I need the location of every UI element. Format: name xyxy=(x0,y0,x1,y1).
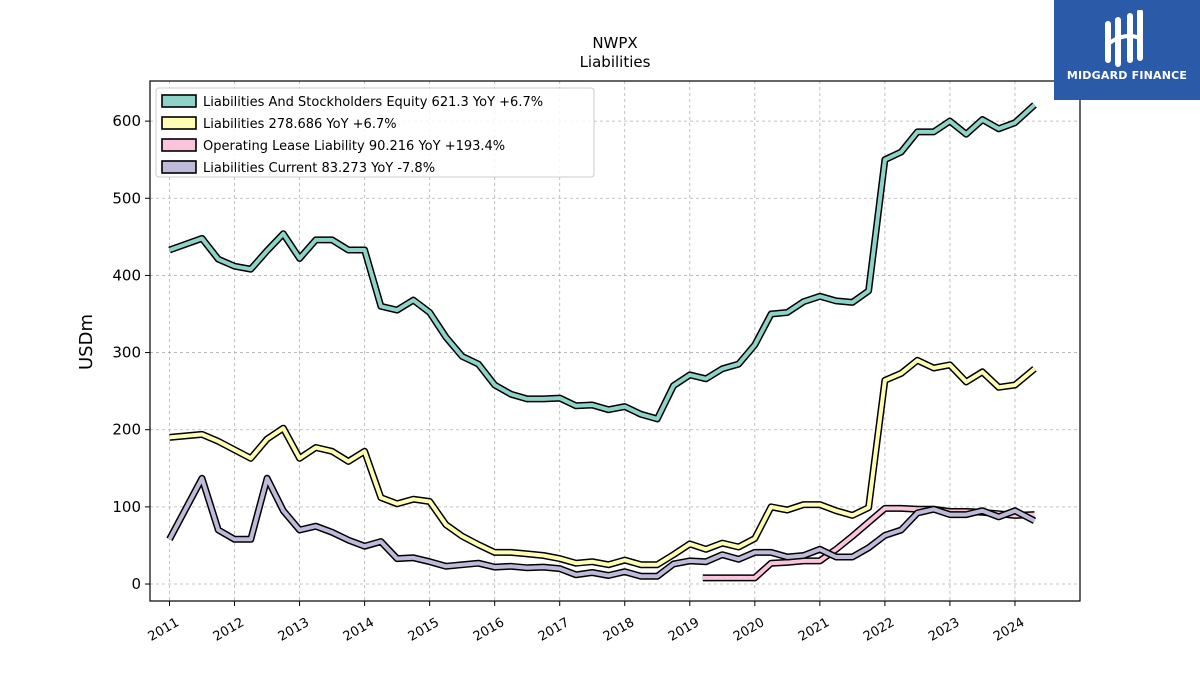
x-tick-label: 2014 xyxy=(341,615,377,645)
series-line-core xyxy=(167,476,1036,579)
x-tick-label: 2019 xyxy=(666,615,702,645)
legend-label: Operating Lease Liability 90.216 YoY +19… xyxy=(203,139,505,154)
legend-swatch xyxy=(161,138,197,152)
series-line-outline xyxy=(169,356,1037,569)
y-tick-label: 200 xyxy=(112,421,141,439)
legend-swatch xyxy=(161,160,197,174)
series-line-0 xyxy=(168,102,1037,423)
x-tick-label: 2021 xyxy=(796,615,832,645)
x-tick-label: 2020 xyxy=(731,615,767,645)
legend-swatch xyxy=(161,94,197,108)
series-line-core xyxy=(168,103,1036,421)
y-tick-label: 0 xyxy=(131,575,141,593)
legend-box xyxy=(155,87,595,178)
series-line-core xyxy=(169,358,1036,567)
y-tick-label: 500 xyxy=(112,189,141,207)
legend-label: Liabilities Current 83.273 YoY -7.8% xyxy=(203,161,435,176)
x-tick-label: 2022 xyxy=(861,615,897,645)
legend-label: Liabilities 278.686 YoY +6.7% xyxy=(203,117,397,132)
series-line-3 xyxy=(166,474,1037,580)
y-axis-label: USDm xyxy=(76,314,97,370)
plot-area-frame xyxy=(149,80,1081,602)
chart-subtitle: Liabilities xyxy=(580,53,651,71)
y-tick-label: 100 xyxy=(112,498,141,516)
chart-title: NWPX xyxy=(592,34,637,52)
x-tick-label: 2015 xyxy=(406,615,442,645)
x-tick-label: 2013 xyxy=(276,615,312,645)
x-tick-label: 2018 xyxy=(601,615,637,645)
x-tick-label: 2012 xyxy=(211,615,247,645)
x-tick-label: 2023 xyxy=(926,615,962,645)
series-line-1 xyxy=(169,356,1037,569)
x-tick-label: 2011 xyxy=(146,615,182,645)
y-tick-label: 600 xyxy=(112,112,141,130)
brand-logo: MIDGARD FINANCE xyxy=(1054,0,1200,100)
y-tick-label: 400 xyxy=(112,266,141,284)
legend: Liabilities And Stockholders Equity 621.… xyxy=(155,87,595,178)
x-tick-label: 2017 xyxy=(536,615,572,645)
series-lines xyxy=(166,102,1037,582)
x-tick-label: 2016 xyxy=(471,615,507,645)
brand-name: MIDGARD FINANCE xyxy=(1066,69,1188,82)
legend-swatch xyxy=(161,116,197,130)
midgard-logo-icon xyxy=(1105,10,1143,67)
y-tick-label: 300 xyxy=(112,344,141,362)
x-tick-label: 2024 xyxy=(991,615,1027,645)
legend-label: Liabilities And Stockholders Equity 621.… xyxy=(203,95,543,110)
